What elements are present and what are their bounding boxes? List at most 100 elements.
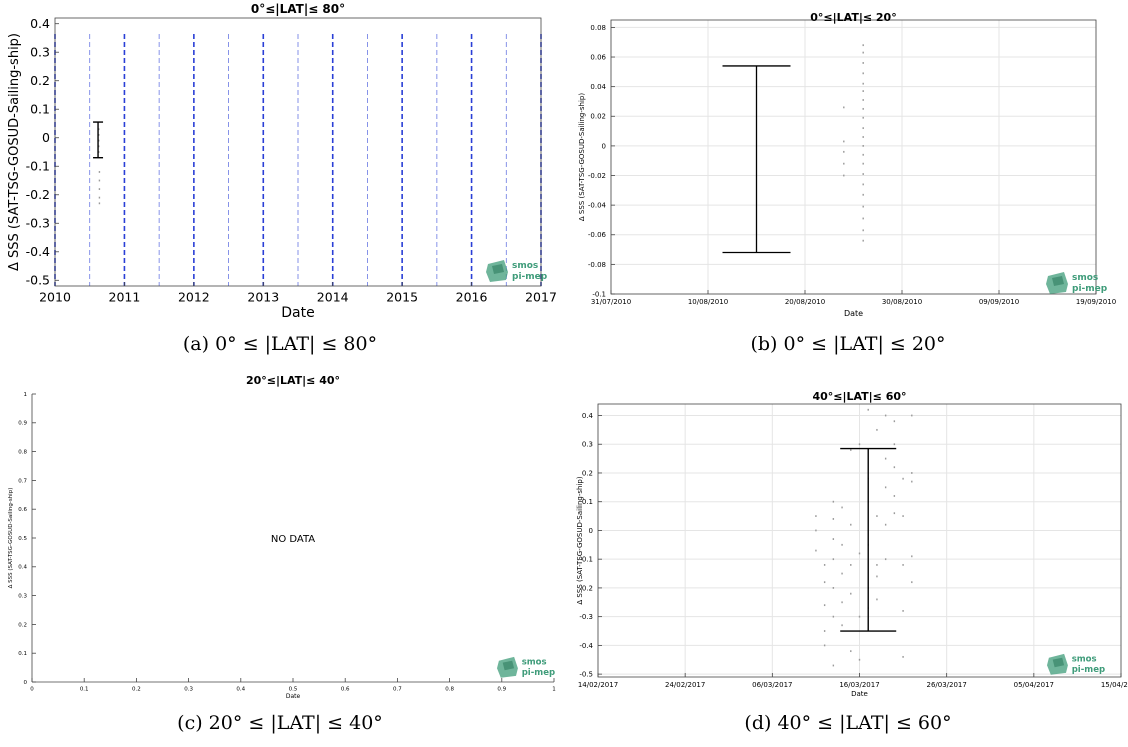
data-point (862, 90, 864, 92)
x-tick-label: 19/09/2010 (1076, 298, 1116, 306)
x-tick-label: 2017 (525, 290, 557, 305)
logo-shape-inner-icon (1052, 657, 1065, 668)
x-tick-label: 26/03/2017 (926, 681, 966, 689)
x-tick-label: 0.3 (184, 687, 193, 693)
x-tick-label: 09/09/2010 (979, 298, 1019, 306)
data-point (911, 414, 913, 417)
x-tick-label: 0.9 (497, 687, 506, 693)
data-point (862, 107, 864, 110)
y-tick-label: 0.06 (590, 53, 606, 61)
data-point (832, 538, 835, 540)
y-tick-label: -0.08 (588, 261, 606, 269)
x-tick-label: 0 (30, 687, 34, 693)
data-point (850, 449, 852, 451)
y-tick-label: 0.04 (590, 83, 606, 91)
y-tick-label: 0 (589, 527, 593, 535)
data-point (862, 229, 864, 232)
logo-text-top: smos (1072, 655, 1097, 665)
data-point (850, 564, 852, 566)
no-data-annotation: NO DATA (271, 534, 315, 545)
data-point (815, 515, 817, 517)
data-point (832, 664, 835, 667)
y-tick-label: -0.2 (26, 187, 50, 202)
data-point (823, 604, 826, 607)
x-axis-label: Date (844, 309, 863, 318)
logo-text-bottom: pi-mep (1072, 665, 1105, 675)
x-tick-label: 10/08/2010 (688, 298, 728, 306)
data-point (862, 173, 864, 175)
y-tick-label: 0.2 (30, 73, 50, 88)
x-tick-label: 14/02/2017 (578, 681, 618, 689)
panel-d: 14/02/2017 24/02/2017 06/03/2017 16/03/2017… (568, 380, 1128, 705)
data-point (876, 598, 878, 601)
y-tick-label: -0.4 (26, 244, 50, 259)
panel-b: 31/07/2010 10/08/2010 20/08/2010 30/08/2010… (568, 0, 1128, 330)
data-point (841, 601, 843, 604)
data-point (862, 144, 864, 147)
chart-c: 0 0.1 0.2 0.3 0.4 0.5 0.6 0.7 0.8 0.9 1 0 0.1 0.2 0.3 0… (8, 374, 556, 700)
data-point (862, 162, 864, 165)
data-point (850, 650, 852, 653)
x-tick-label: 15/04/2017 (1101, 681, 1128, 689)
data-point (843, 106, 845, 109)
data-point (843, 150, 845, 153)
y-tick-label: 0.1 (30, 102, 50, 117)
data-point (893, 512, 896, 515)
y-tick-label: -0.4 (579, 642, 593, 650)
logo-shape-inner-icon (1052, 276, 1064, 286)
y-tick-label: 0.4 (30, 16, 50, 31)
panel-a: 2010 2011 2012 2013 2014 2015 2016 2017 -0.5 -0.4… (0, 0, 560, 330)
panel-c: 0 0.1 0.2 0.3 0.4 0.5 0.6 0.7 0.8 0.9 1 0 0.1 0.2 0.3 0… (0, 372, 560, 702)
data-point (884, 523, 887, 526)
x-tick-label: 20/08/2010 (785, 298, 825, 306)
plot-frame (610, 19, 1097, 295)
y-tick-label: 0.2 (582, 469, 593, 477)
data-point (893, 495, 896, 497)
logo-text-bottom: pi-mep (1072, 284, 1108, 294)
x-tick-label: 2013 (247, 290, 279, 305)
y-tick-label: 0.5 (18, 536, 27, 542)
caption-d: (d) 40° ≤ |LAT| ≤ 60° (744, 712, 952, 734)
data-point (850, 592, 852, 595)
y-tick-label: 0.6 (18, 507, 27, 513)
data-point (884, 414, 887, 417)
x-tick-label: 0.1 (80, 687, 89, 693)
y-tick-label: 0.8 (18, 450, 27, 456)
x-tick-label: 06/03/2017 (752, 681, 792, 689)
data-point (862, 82, 864, 85)
logo-text-bottom: pi-mep (522, 668, 555, 678)
data-point (843, 162, 845, 165)
x-axis-label: Date (281, 305, 314, 321)
y-tick-label: -0.1 (579, 556, 593, 564)
data-point (862, 239, 864, 242)
data-point (893, 466, 896, 469)
data-point (902, 610, 904, 612)
y-tick-label: -0.2 (579, 584, 593, 592)
y-tick-label: -0.5 (579, 671, 593, 679)
y-tick-label: 0.08 (590, 24, 606, 32)
data-point (823, 644, 826, 647)
data-point (858, 443, 861, 446)
data-point (98, 202, 101, 205)
data-point (862, 127, 864, 130)
x-tick-label: 16/03/2017 (839, 681, 879, 689)
data-point (902, 477, 904, 480)
y-tick-label: -0.02 (588, 172, 606, 180)
data-point (862, 99, 864, 101)
data-point (832, 615, 835, 618)
x-axis-label: Date (286, 693, 301, 700)
data-point (893, 443, 896, 446)
y-tick-label: 0.02 (590, 113, 606, 121)
y-tick-label: -0.06 (588, 231, 607, 239)
data-point (893, 420, 896, 423)
logo-shape-inner-icon (492, 264, 504, 274)
x-axis-label: Date (851, 690, 868, 698)
logo-text-top: smos (522, 658, 547, 668)
y-tick-label: 0.1 (18, 651, 27, 657)
data-point (876, 564, 878, 566)
data-point (832, 518, 835, 520)
data-point (862, 116, 864, 119)
caption-b: (b) 0° ≤ |LAT| ≤ 20° (750, 333, 946, 355)
x-tick-label: 2012 (178, 290, 210, 305)
